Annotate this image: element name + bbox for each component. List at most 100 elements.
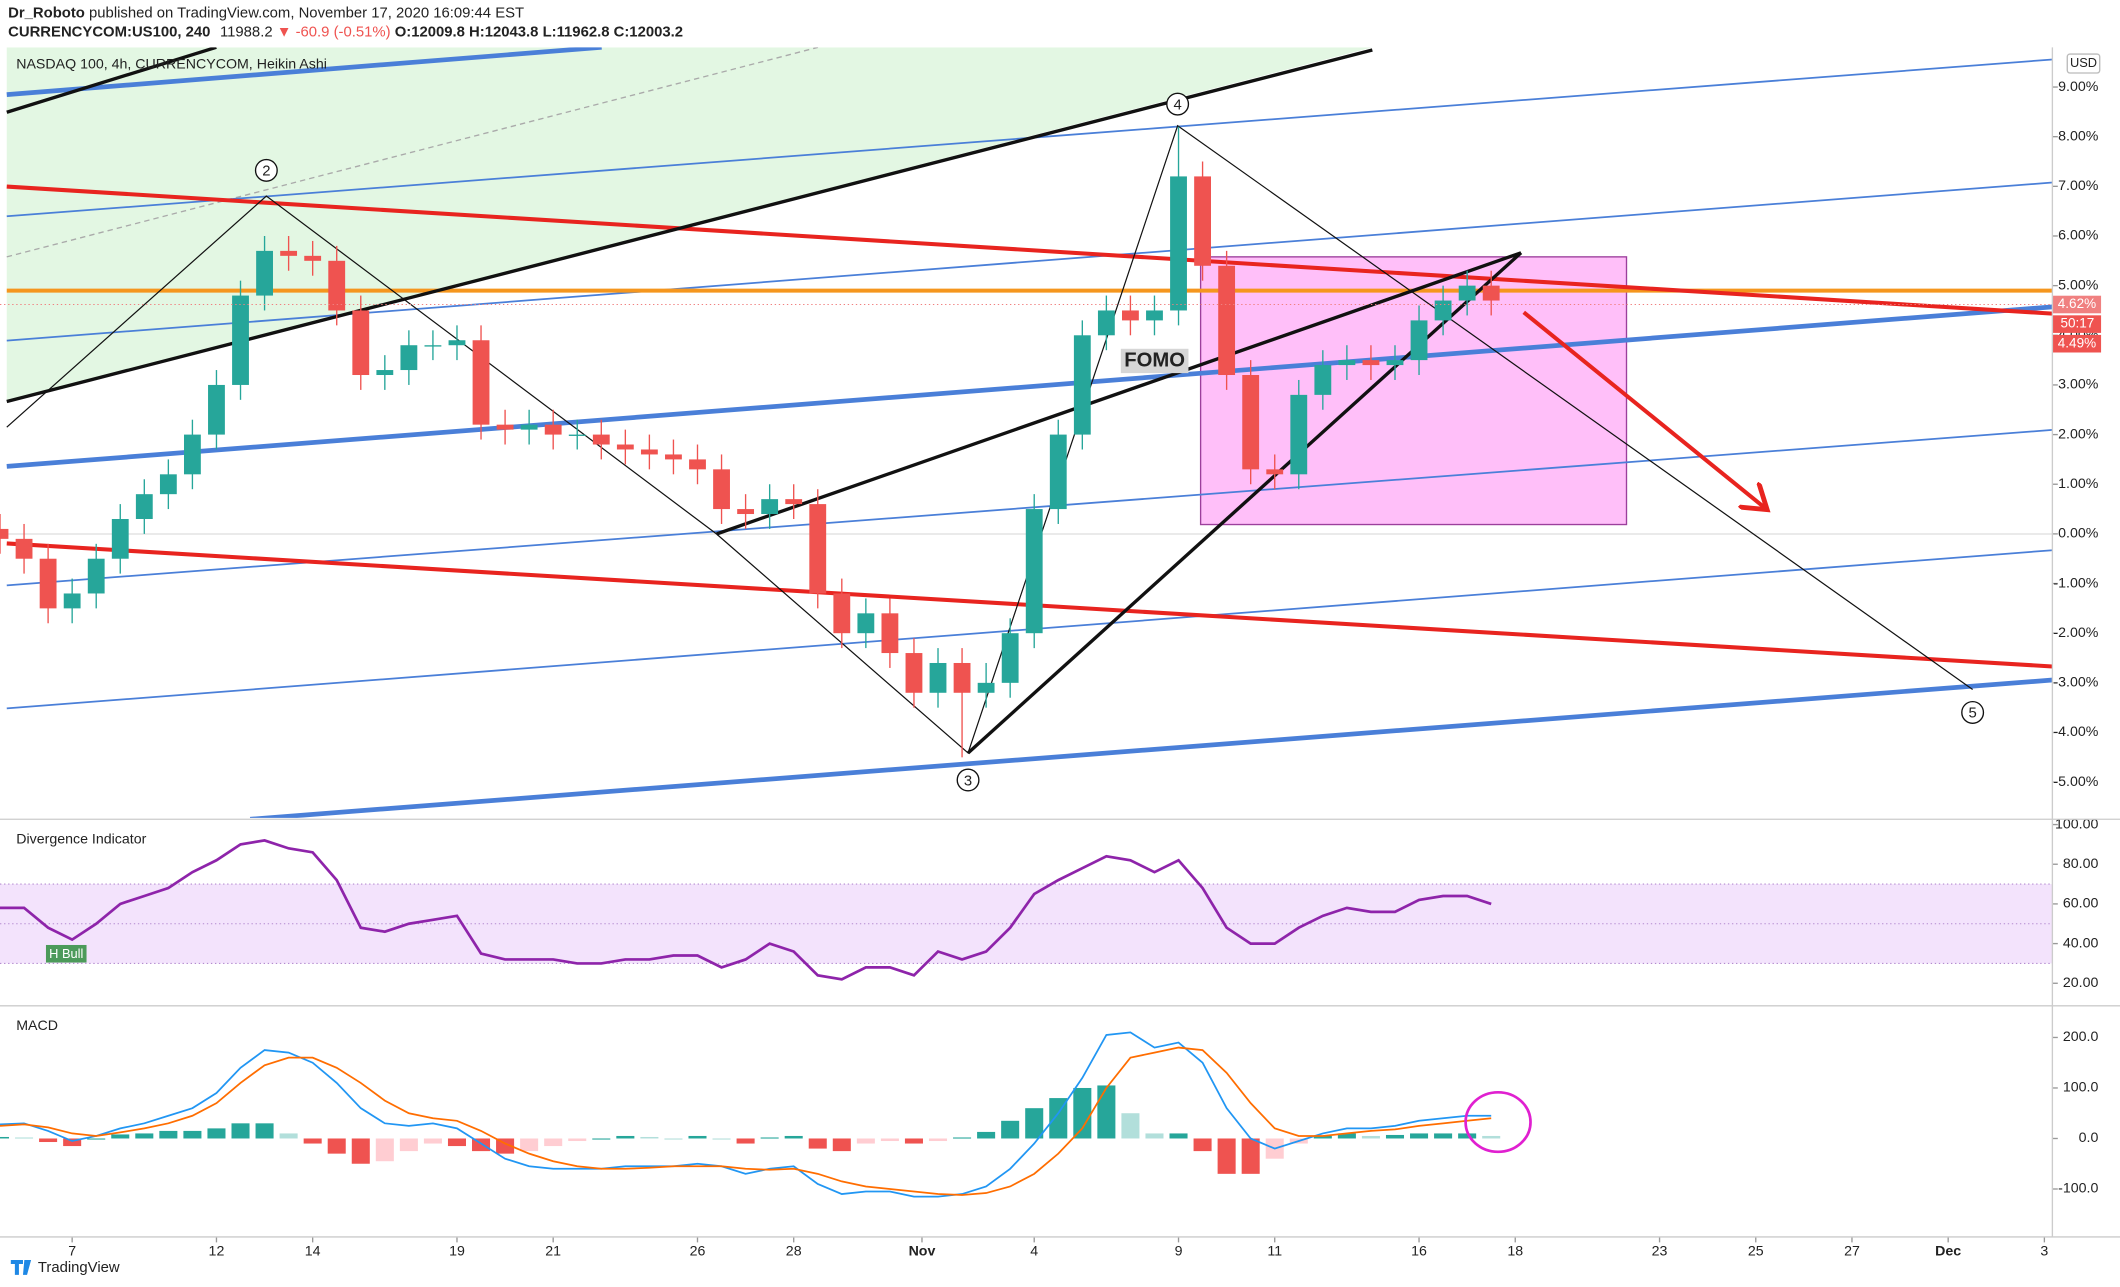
candle-body — [1314, 365, 1332, 395]
histogram-bar — [87, 1138, 106, 1140]
price-tag — [2052, 334, 2102, 353]
candle-body — [857, 613, 875, 634]
candle-body — [665, 454, 682, 460]
histogram-bar — [1434, 1133, 1453, 1139]
y-tick-label: 100.00 — [2055, 816, 2099, 832]
y-tick-label: -1.00% — [2053, 575, 2098, 591]
last-price: 11988.2 — [220, 24, 273, 40]
channel-line — [6, 429, 2053, 587]
candle-body — [232, 295, 249, 385]
histogram-bar — [15, 1137, 34, 1139]
candle-body — [159, 474, 177, 495]
candle-body — [39, 558, 57, 609]
currency-box — [2066, 53, 2101, 74]
y-tick-label: 0.0 — [2079, 1130, 2099, 1146]
y-tick-label: 9.00% — [2058, 79, 2099, 95]
candle-body — [977, 682, 995, 693]
candle-body — [15, 538, 33, 559]
histogram-bar — [1001, 1120, 1020, 1139]
channel-line-thick — [6, 304, 2053, 469]
histogram-bar — [39, 1138, 58, 1143]
y-tick-label: 1.00% — [2058, 476, 2099, 492]
histogram-bar — [712, 1138, 731, 1140]
fomo-box — [1120, 348, 1189, 374]
y-tick-label: 2.00% — [2058, 426, 2099, 442]
histogram-bar — [183, 1130, 202, 1139]
x-tick-label: Dec — [1935, 1244, 1961, 1260]
candle-body — [304, 255, 322, 261]
candle-body — [135, 494, 153, 519]
candle-body — [1122, 310, 1139, 321]
candle-body — [111, 518, 129, 559]
y-tick-label: 3.00% — [2058, 377, 2099, 393]
macd-title: MACD — [16, 1018, 58, 1034]
histogram-bar — [447, 1138, 466, 1147]
wedge-line — [716, 251, 1522, 536]
candle-body — [1482, 285, 1500, 301]
candle-body — [400, 345, 418, 371]
candle-body — [713, 469, 730, 510]
histogram-bar — [1025, 1108, 1044, 1139]
y-tick-label: 7.00% — [2058, 178, 2099, 194]
candle-body — [1362, 360, 1380, 366]
histogram-bar — [399, 1138, 418, 1152]
macd-line — [0, 1046, 1492, 1196]
candle-body — [87, 558, 105, 594]
candle-body — [1290, 394, 1308, 475]
candle-body — [496, 424, 514, 430]
candle-body — [785, 499, 803, 505]
symbol: CURRENCYCOM:US100, 240 — [8, 24, 210, 40]
histogram-bar — [808, 1138, 827, 1149]
histogram-bar — [1361, 1135, 1380, 1139]
candle-body — [1434, 300, 1452, 321]
candle-body — [0, 528, 9, 539]
black-line — [6, 47, 217, 114]
price-tag-label: 4.49% — [2058, 335, 2096, 350]
wave-circle — [254, 158, 278, 182]
histogram-bar — [568, 1138, 587, 1142]
candle-body — [328, 260, 346, 311]
y-tick-label: -2.00% — [2053, 625, 2098, 641]
header-line-1: Dr_Roboto published on TradingView.com, … — [8, 5, 524, 21]
change: ▼ -60.9 (-0.51%) — [277, 24, 391, 40]
wave-label: 5 — [1968, 706, 1976, 722]
histogram-bar — [616, 1135, 635, 1139]
candle-body — [520, 424, 538, 430]
histogram-bar — [1458, 1133, 1477, 1139]
y-tick-label: -3.00% — [2053, 675, 2098, 691]
price-tag-label: 4.62% — [2058, 296, 2096, 311]
y-tick-label: -4.00% — [2053, 724, 2098, 740]
candle-body — [833, 593, 851, 634]
x-tick-label: 3 — [2040, 1244, 2048, 1260]
red-line — [6, 184, 2053, 316]
histogram-bar — [351, 1138, 370, 1164]
histogram-bar — [640, 1136, 659, 1139]
wave-label: 2 — [262, 164, 270, 180]
histogram-bar — [544, 1138, 563, 1147]
candle-body — [1386, 360, 1404, 366]
y-tick-label: 5.00% — [2058, 277, 2099, 293]
fomo-label: FOMO — [1124, 349, 1185, 371]
y-tick-label: 60.00 — [2063, 896, 2099, 912]
x-tick-label: Nov — [909, 1244, 936, 1260]
candle-body — [953, 662, 971, 693]
candle-body — [1266, 469, 1284, 475]
histogram-bar — [1073, 1087, 1092, 1139]
histogram-bar — [327, 1138, 346, 1154]
candle-body — [929, 662, 947, 693]
histogram-bar — [928, 1138, 948, 1142]
candle-body — [761, 499, 779, 515]
x-tick-label: 19 — [449, 1244, 465, 1260]
histogram-bar — [688, 1135, 707, 1139]
x-tick-label: 14 — [305, 1244, 321, 1260]
countdown-tag — [2052, 315, 2102, 333]
histogram-bar — [1145, 1133, 1164, 1139]
histogram-bar — [1241, 1138, 1260, 1174]
candle-body — [640, 449, 658, 455]
candle-body — [183, 434, 201, 475]
candle-body — [280, 250, 298, 256]
histogram-bar — [1410, 1133, 1429, 1139]
wave-label: 3 — [964, 773, 972, 789]
candle-body — [544, 424, 562, 435]
